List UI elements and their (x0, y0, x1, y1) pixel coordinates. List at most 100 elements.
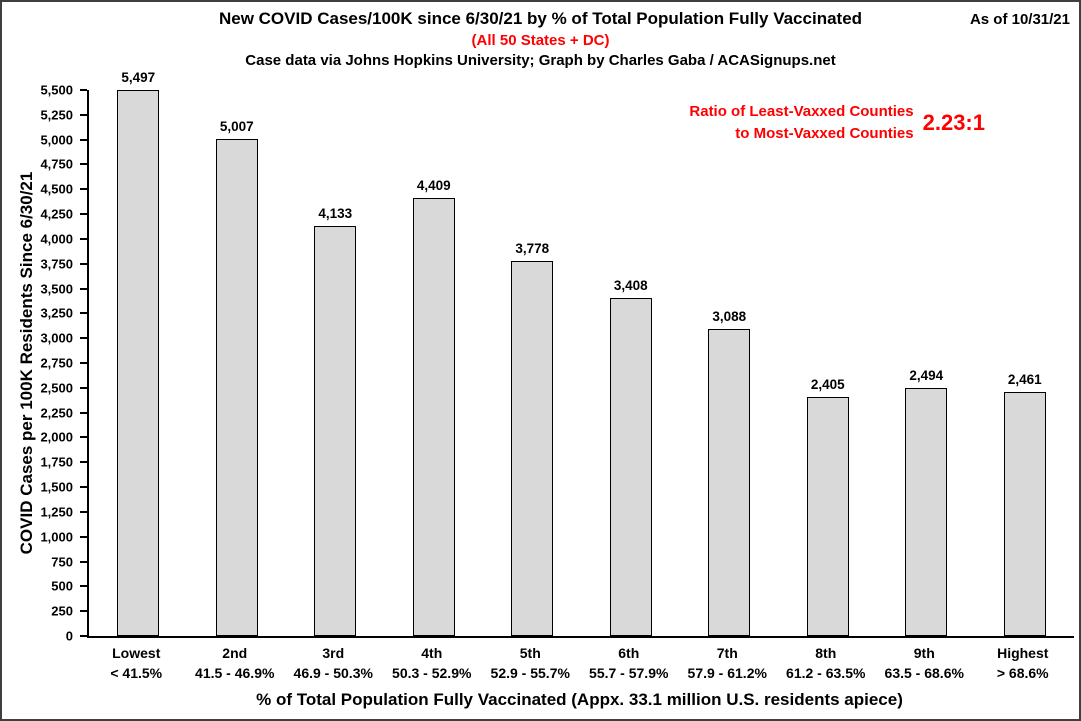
y-tick-mark (80, 486, 87, 489)
y-tick-mark (80, 560, 87, 563)
y-tick-label: 750 (51, 554, 73, 570)
bar-value-label: 2,494 (909, 368, 944, 384)
bar (1003, 391, 1046, 636)
y-tick-label: 0 (65, 628, 73, 644)
y-tick-label: 4,250 (40, 206, 73, 222)
x-category-label: 5th 52.9 - 55.7% (481, 643, 580, 684)
x-category-range: 63.5 - 68.6% (884, 665, 964, 682)
y-tick-label: 2,250 (40, 405, 73, 421)
bar-value-label: 3,408 (613, 277, 648, 293)
x-category-name: 4th (421, 645, 443, 661)
bar (412, 198, 455, 636)
x-category-name: 5th (519, 645, 541, 661)
y-tick-mark (80, 89, 87, 91)
y-tick-mark (80, 163, 87, 166)
ratio-annotation-line2: to Most-Vaxxed Counties (735, 124, 914, 142)
bar-value-label: 3,088 (712, 309, 747, 325)
x-category-name: 3rd (322, 645, 345, 661)
bar-value-label: 5,007 (219, 118, 254, 134)
y-tick-label: 1,250 (40, 504, 73, 520)
y-tick-mark (80, 535, 87, 538)
x-axis-labels: Lowest < 41.5% 2nd 41.5 - 46.9% 3rd 46.9 - 50… (87, 643, 1072, 684)
y-tick-mark (80, 138, 87, 141)
ratio-annotation: Ratio of Least-Vaxxed Counties to Most-V… (689, 101, 985, 145)
x-category-range: 41.5 - 46.9% (195, 665, 275, 682)
bar-slot: 4,409 (385, 90, 484, 636)
bar-slot: 5,007 (188, 90, 287, 636)
y-tick-mark (80, 312, 87, 315)
bar (314, 225, 357, 636)
bar-slot: 3,088 (680, 90, 779, 636)
bar-slot: 3,778 (483, 90, 582, 636)
bar-slot: 3,408 (582, 90, 681, 636)
y-tick-mark (80, 585, 87, 588)
x-axis-title: % of Total Population Fully Vaccinated (… (256, 690, 903, 709)
x-category-range: < 41.5% (110, 665, 163, 682)
bar-slot: 2,405 (779, 90, 878, 636)
y-tick-mark (80, 610, 87, 613)
y-tick-mark (80, 386, 87, 389)
x-category-name: 9th (913, 645, 935, 661)
x-category-label: 3rd 46.9 - 50.3% (284, 643, 383, 684)
y-tick-label: 5,000 (40, 132, 73, 148)
y-tick-label: 4,500 (40, 181, 73, 197)
y-tick-label: 1,750 (40, 454, 73, 470)
bar (806, 397, 849, 636)
y-tick-mark (80, 113, 87, 116)
bar (511, 260, 554, 636)
chart-subtitle: (All 50 States + DC) (471, 32, 610, 49)
x-category-range: 55.7 - 57.9% (589, 665, 669, 682)
y-tick-label: 2,750 (40, 355, 73, 371)
y-tick-label: 2,000 (40, 429, 73, 445)
bar (708, 329, 751, 636)
y-tick-mark (80, 237, 87, 240)
bar-value-label: 2,461 (1007, 371, 1042, 387)
x-category-range: 52.9 - 55.7% (490, 665, 570, 682)
y-tick-mark (80, 461, 87, 464)
x-category-name: Lowest (112, 645, 161, 661)
x-category-label: 8th 61.2 - 63.5% (777, 643, 876, 684)
y-tick-label: 3,750 (40, 256, 73, 272)
bar-slot: 4,133 (286, 90, 385, 636)
chart-header: New COVID Cases/100K since 6/30/21 by % … (2, 9, 1079, 69)
y-tick-label: 3,000 (40, 330, 73, 346)
bar-value-label: 2,405 (810, 377, 845, 393)
y-tick-mark (80, 262, 87, 265)
y-axis-ticks: 0 250 500 750 1,000 1,250 1,500 1,750 2,000 2,250… (2, 83, 87, 644)
y-tick-label: 3,500 (40, 281, 73, 297)
x-category-label: 4th 50.3 - 52.9% (383, 643, 482, 684)
bar (215, 138, 258, 636)
bar (905, 388, 948, 636)
bar-value-label: 5,497 (121, 70, 156, 86)
y-tick-label: 5,250 (40, 107, 73, 123)
x-category-range: 61.2 - 63.5% (786, 665, 866, 682)
y-tick-mark (80, 411, 87, 414)
bar-value-label: 3,778 (515, 240, 550, 256)
y-tick-mark (80, 287, 87, 290)
bar-slot: 2,461 (976, 90, 1075, 636)
y-tick-label: 4,000 (40, 231, 73, 247)
y-tick-label: 5,500 (40, 82, 73, 98)
x-category-label: 6th 55.7 - 57.9% (580, 643, 679, 684)
x-category-range: > 68.6% (996, 665, 1049, 682)
as-of-date: As of 10/31/21 (969, 11, 1070, 28)
x-category-label: 2nd 41.5 - 46.9% (186, 643, 285, 684)
y-tick-label: 500 (51, 578, 73, 594)
bar (117, 90, 160, 636)
y-tick-mark (80, 188, 87, 191)
y-tick-mark (80, 510, 87, 513)
y-tick-label: 1,000 (40, 529, 73, 545)
x-category-label: Highest > 68.6% (974, 643, 1073, 684)
x-category-name: Highest (997, 645, 1049, 661)
x-category-name: 7th (716, 645, 738, 661)
ratio-value: 2.23:1 (922, 109, 985, 135)
y-tick-label: 3,250 (40, 305, 73, 321)
y-tick-label: 250 (51, 603, 73, 619)
y-tick-mark (80, 362, 87, 364)
bar-slot: 2,494 (877, 90, 976, 636)
y-tick-mark (80, 213, 87, 216)
plot-area: 5,497 5,007 4,133 4,409 3,778 3,408 3,088 2,405… (87, 70, 1075, 638)
y-tick-label: 1,500 (40, 479, 73, 495)
ratio-annotation-line1: Ratio of Least-Vaxxed Counties (689, 103, 914, 120)
